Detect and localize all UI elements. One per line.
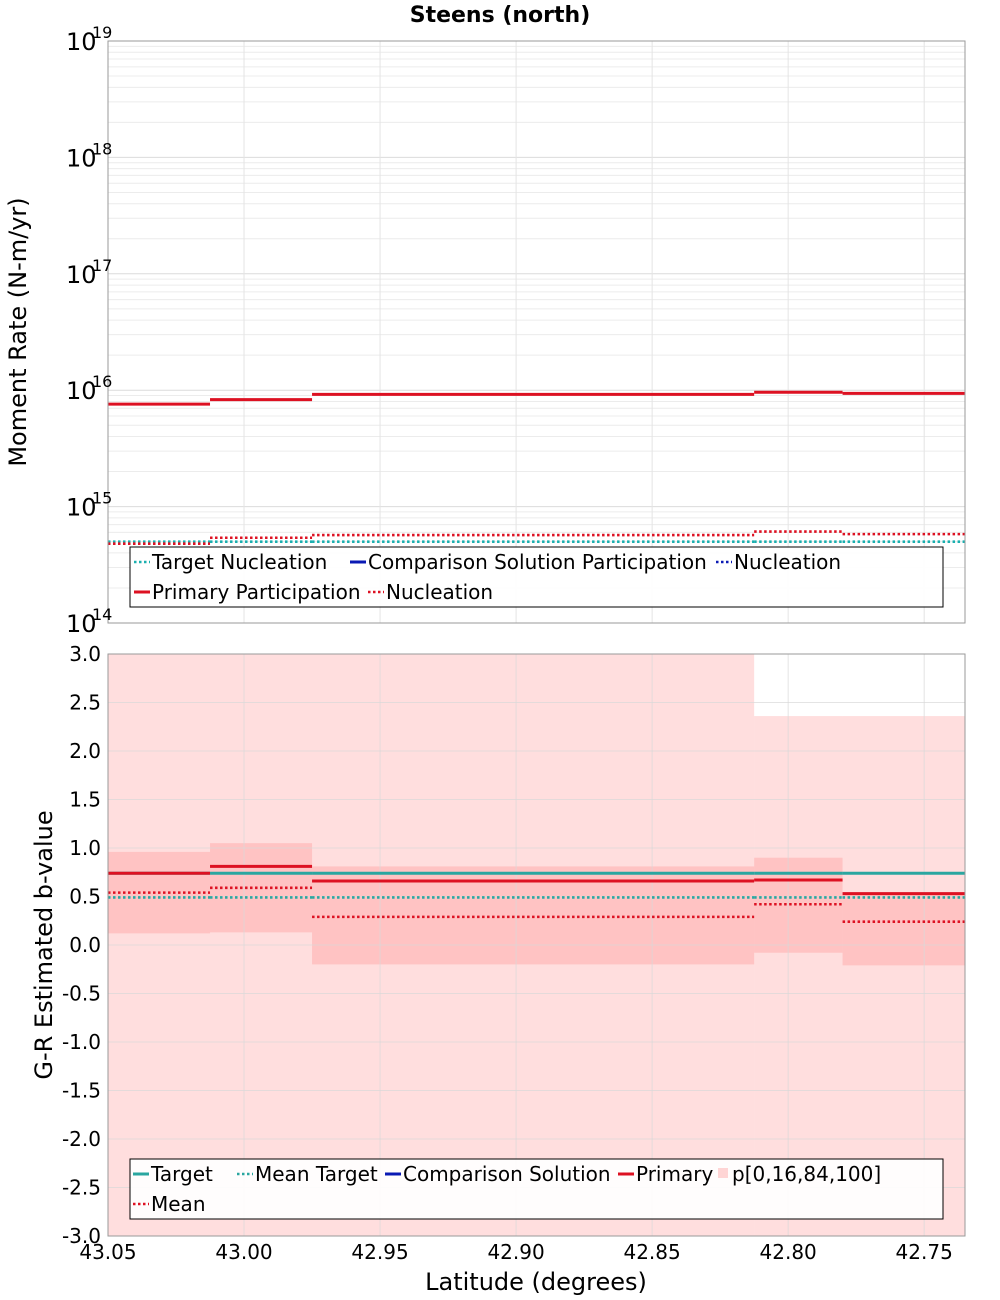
legend-item: Primary xyxy=(618,1162,713,1186)
legend-item: Primary Participation xyxy=(134,580,361,604)
legend-item: Target xyxy=(133,1162,213,1186)
legend-label: Primary Participation xyxy=(152,580,361,604)
x-tick-label: 43.00 xyxy=(215,1240,272,1264)
latitude-x-axis-title: Latitude (degrees) xyxy=(425,1268,647,1296)
legend-item: Nucleation xyxy=(368,580,493,604)
legend-item: Mean Target xyxy=(237,1162,378,1186)
y-tick-label: 10 xyxy=(66,494,97,522)
legend-label: Comparison Solution Participation xyxy=(368,550,707,574)
y-tick-label: 10 xyxy=(66,377,97,405)
legend-box xyxy=(129,1158,944,1220)
y-tick-exponent: 19 xyxy=(92,23,112,42)
legend-item: p[0,16,84,100] xyxy=(718,1162,881,1186)
y-tick-label: 0.5 xyxy=(69,885,101,909)
y-tick-exponent: 17 xyxy=(92,256,112,275)
series-mean xyxy=(108,886,965,924)
legend-label: Comparison Solution xyxy=(403,1162,611,1186)
y-tick-label: -1.0 xyxy=(62,1030,101,1054)
y-tick-label: -0.5 xyxy=(62,982,101,1006)
legend-label: Nucleation xyxy=(734,550,841,574)
moment-rate-series xyxy=(108,390,965,546)
x-tick-label: 42.80 xyxy=(760,1240,817,1264)
legend-item: Comparison Solution Participation xyxy=(350,550,707,574)
legend-box xyxy=(129,546,944,608)
latitude-x-ticks: 43.05 43.00 42.95 42.90 42.85 42.80 42.75 xyxy=(79,1240,952,1264)
y-tick-label: 10 xyxy=(66,610,97,638)
moment-rate-legend: Target Nucleation Comparison Solution Par… xyxy=(129,546,944,608)
series-primary-participation xyxy=(108,390,965,406)
band-p0-p100 xyxy=(754,716,843,1236)
y-tick-label: 1.0 xyxy=(69,836,101,860)
b-value-plot-frame xyxy=(107,653,966,1237)
x-tick-label: 42.85 xyxy=(623,1240,680,1264)
y-tick-exponent: 15 xyxy=(92,489,112,508)
legend-label: Target Nucleation xyxy=(151,550,327,574)
band-p16-p84 xyxy=(312,866,755,965)
y-tick-exponent: 16 xyxy=(92,372,112,391)
legend-label: Target xyxy=(150,1162,213,1186)
x-tick-label: 43.05 xyxy=(79,1240,136,1264)
series-primary xyxy=(108,864,965,896)
y-tick-label: 3.0 xyxy=(69,642,101,666)
x-tick-label: 42.90 xyxy=(487,1240,544,1264)
moment-rate-plot-area xyxy=(108,41,965,623)
legend-label: Primary xyxy=(636,1162,713,1186)
moment-rate-y-axis-title: Moment Rate (N-m/yr) xyxy=(4,197,32,466)
band-p16-p84 xyxy=(842,894,965,966)
legend-swatch xyxy=(718,1168,728,1178)
series-nucleation xyxy=(108,530,965,546)
y-tick-exponent: 14 xyxy=(92,605,112,624)
b-value-y-axis-title: G-R Estimated b-value xyxy=(30,810,58,1079)
x-tick-label: 42.95 xyxy=(351,1240,408,1264)
b-value-panel: 3.0 2.5 2.0 1.5 1.0 0.5 0.0 -0.5 -1.0 -1.5 -2.0 -2.… xyxy=(30,642,966,1296)
y-tick-label: 10 xyxy=(66,144,97,172)
y-tick-label: -1.5 xyxy=(62,1079,101,1103)
y-tick-label: -3.0 xyxy=(62,1224,101,1248)
moment-rate-plot-frame xyxy=(107,40,966,624)
y-tick-label: 2.0 xyxy=(69,739,101,763)
legend-label: Mean xyxy=(151,1192,206,1216)
b-value-legend: Target Mean Target Comparison Solution Prim… xyxy=(129,1158,944,1220)
legend-item: Nucleation xyxy=(716,550,841,574)
legend-label: Mean Target xyxy=(255,1162,378,1186)
moment-rate-grid xyxy=(107,41,965,624)
b-value-series xyxy=(108,864,965,924)
y-tick-label: 10 xyxy=(66,261,97,289)
band-p0-p100 xyxy=(842,716,965,1236)
y-tick-label: 10 xyxy=(66,28,97,56)
y-tick-label: -2.5 xyxy=(62,1176,101,1200)
x-tick-label: 42.75 xyxy=(896,1240,953,1264)
y-tick-label: 0.0 xyxy=(69,933,101,957)
legend-label: p[0,16,84,100] xyxy=(732,1162,881,1186)
legend-item: Mean xyxy=(133,1192,206,1216)
legend-item: Target Nucleation xyxy=(134,550,327,574)
b-value-y-ticks: 3.0 2.5 2.0 1.5 1.0 0.5 0.0 -0.5 -1.0 -1.5 -2.0 -2.… xyxy=(62,642,101,1248)
y-tick-label: 1.5 xyxy=(69,788,101,812)
chart-title: Steens (north) xyxy=(410,3,591,28)
legend-item: Comparison Solution xyxy=(385,1162,611,1186)
y-tick-label: 2.5 xyxy=(69,691,101,715)
legend-label: Nucleation xyxy=(386,580,493,604)
y-tick-label: -2.0 xyxy=(62,1127,101,1151)
y-tick-exponent: 18 xyxy=(92,139,112,158)
